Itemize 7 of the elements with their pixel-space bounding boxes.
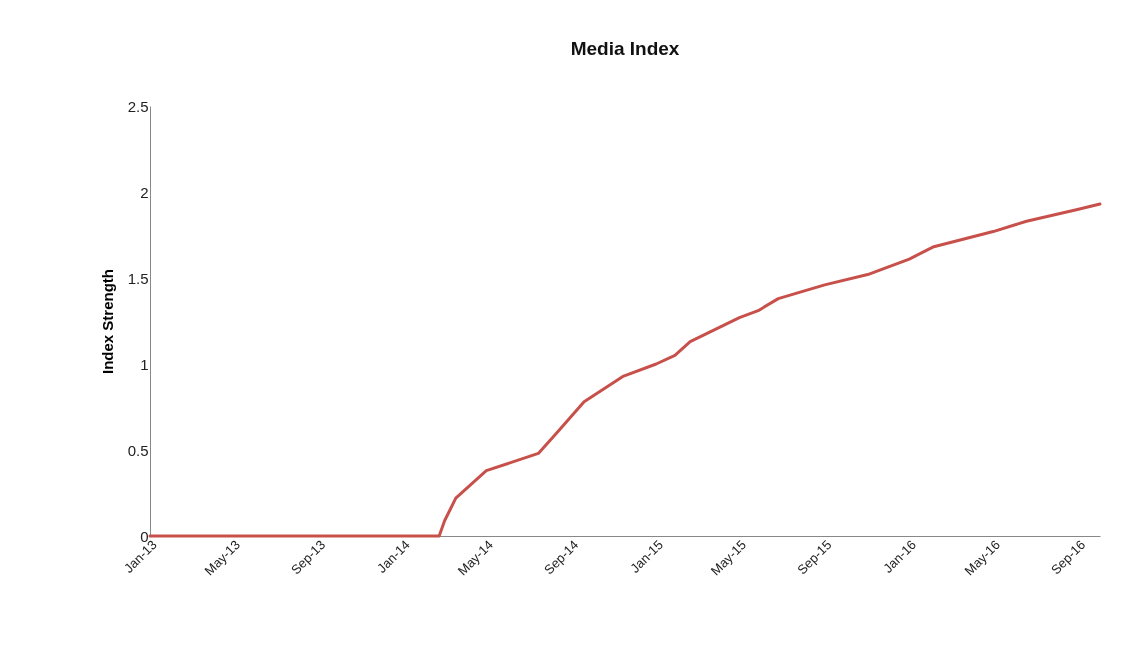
y-tick-label: 2.5 xyxy=(127,97,149,115)
y-tick-label: 1.5 xyxy=(127,269,149,287)
y-tick-label: 0.5 xyxy=(127,441,149,459)
y-tick-label: 1 xyxy=(140,355,149,373)
y-tick-label: 2 xyxy=(140,183,149,201)
y-axis-title: Index Strength xyxy=(98,268,116,375)
chart-title: Media Index xyxy=(570,38,680,59)
